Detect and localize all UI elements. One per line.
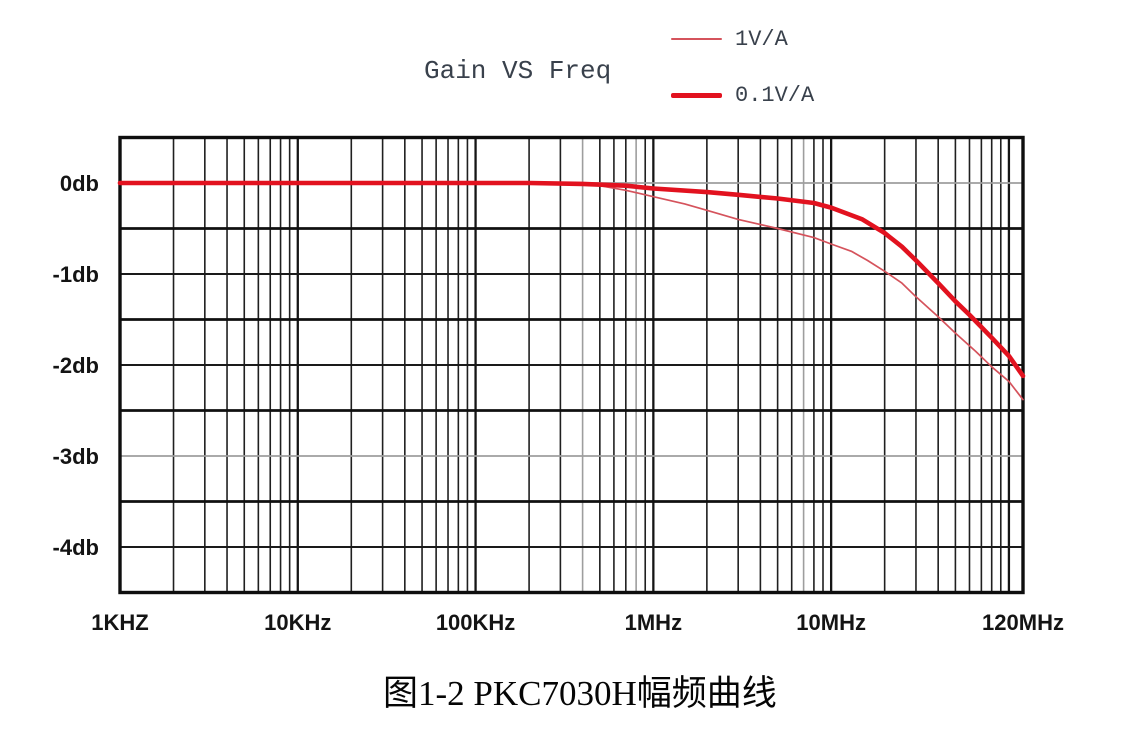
thick-red-line-swatch-icon bbox=[671, 92, 722, 98]
x-tick-label: 1MHz bbox=[625, 610, 682, 635]
chart-title: Gain VS Freq bbox=[424, 56, 612, 86]
x-tick-label: 1KHZ bbox=[91, 610, 148, 635]
curve-1VA bbox=[119, 182, 1024, 401]
plot-border bbox=[118, 135, 1025, 595]
x-tick-label: 10MHz bbox=[796, 610, 866, 635]
x-tick-label: 10KHz bbox=[264, 610, 331, 635]
figure-caption: 图1-2 PKC7030H幅频曲线 bbox=[383, 674, 777, 713]
y-tick-label: -3db bbox=[53, 444, 99, 469]
legend-item-01va: 0.1V/A bbox=[671, 80, 814, 110]
curve-01VA bbox=[117, 180, 1026, 379]
series-curves bbox=[117, 180, 1026, 401]
y-tick-label: 0db bbox=[60, 171, 99, 196]
y-tick-label: -2db bbox=[53, 353, 99, 378]
x-tick-label: 120MHz bbox=[982, 610, 1064, 635]
legend-label-01va: 0.1V/A bbox=[735, 82, 815, 108]
y-tick-label: -4db bbox=[53, 535, 99, 560]
legend-item-1va: 1V/A bbox=[671, 24, 814, 54]
gridlines bbox=[120, 137, 1023, 593]
x-tick-label: 100KHz bbox=[436, 610, 515, 635]
legend-label-1va: 1V/A bbox=[735, 26, 788, 52]
axis-tick-labels: 1KHZ 10KHz 100KHz 1MHz 10MHz 120MHz 0db -1db -2d… bbox=[53, 171, 1064, 635]
thin-red-line-swatch-icon bbox=[671, 38, 722, 40]
chart-legend: 1V/A 0.1V/A bbox=[671, 24, 814, 110]
y-tick-label: -1db bbox=[53, 262, 99, 287]
